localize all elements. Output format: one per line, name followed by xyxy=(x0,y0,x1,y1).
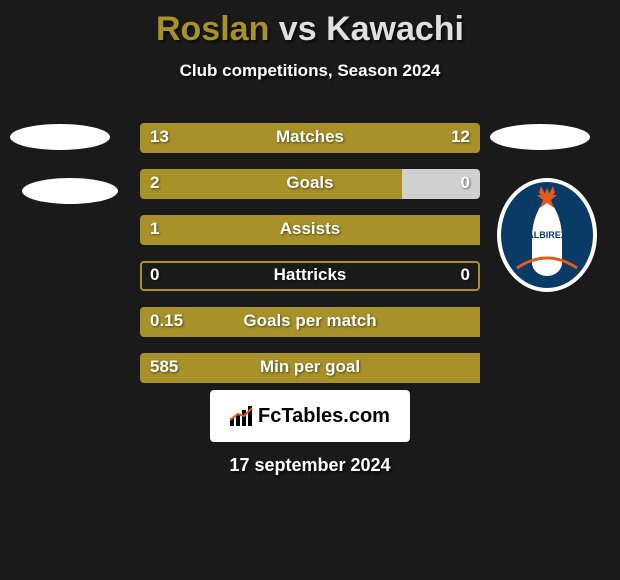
team-crest: ALBIREX xyxy=(497,178,597,293)
title-right: Kawachi xyxy=(326,10,464,48)
stat-label: Matches xyxy=(140,127,480,147)
stat-row: Hattricks0 0 xyxy=(140,261,480,291)
stat-value-left: 1 xyxy=(150,219,159,239)
infographic-root: Roslan vs Kawachi Club competitions, Sea… xyxy=(0,0,620,580)
stat-label: Assists xyxy=(140,219,480,239)
stat-row: Matches13 12 xyxy=(140,123,480,153)
stat-label: Min per goal xyxy=(140,357,480,377)
stat-label: Goals xyxy=(140,173,480,193)
stat-value-right: 0 xyxy=(461,173,470,193)
title-left: Roslan xyxy=(156,10,269,48)
date-label: 17 september 2024 xyxy=(0,455,620,476)
stat-value-left: 2 xyxy=(150,173,159,193)
fctables-logo: FcTables.com xyxy=(210,390,410,442)
player-oval-right-1 xyxy=(490,124,590,150)
stat-value-right: 0 xyxy=(461,265,470,285)
player-oval-left-2 xyxy=(22,178,118,204)
page-title: Roslan vs Kawachi xyxy=(0,0,620,49)
stat-label: Goals per match xyxy=(140,311,480,331)
bar-chart-icon xyxy=(230,406,254,426)
stat-value-left: 0.15 xyxy=(150,311,183,331)
stat-value-right: 12 xyxy=(451,127,470,147)
logo-text: FcTables.com xyxy=(258,405,390,428)
stat-value-left: 585 xyxy=(150,357,178,377)
title-vs: vs xyxy=(269,10,326,48)
team-crest-svg: ALBIREX xyxy=(497,178,597,293)
stat-row: Min per goal585 xyxy=(140,353,480,383)
team-crest-label: ALBIREX xyxy=(527,230,567,240)
stat-row: Goals per match0.15 xyxy=(140,307,480,337)
stat-label: Hattricks xyxy=(140,265,480,285)
stat-row: Goals2 0 xyxy=(140,169,480,199)
subtitle: Club competitions, Season 2024 xyxy=(0,61,620,81)
stat-row: Assists1 xyxy=(140,215,480,245)
stat-value-left: 13 xyxy=(150,127,169,147)
player-oval-left-1 xyxy=(10,124,110,150)
stat-value-left: 0 xyxy=(150,265,159,285)
